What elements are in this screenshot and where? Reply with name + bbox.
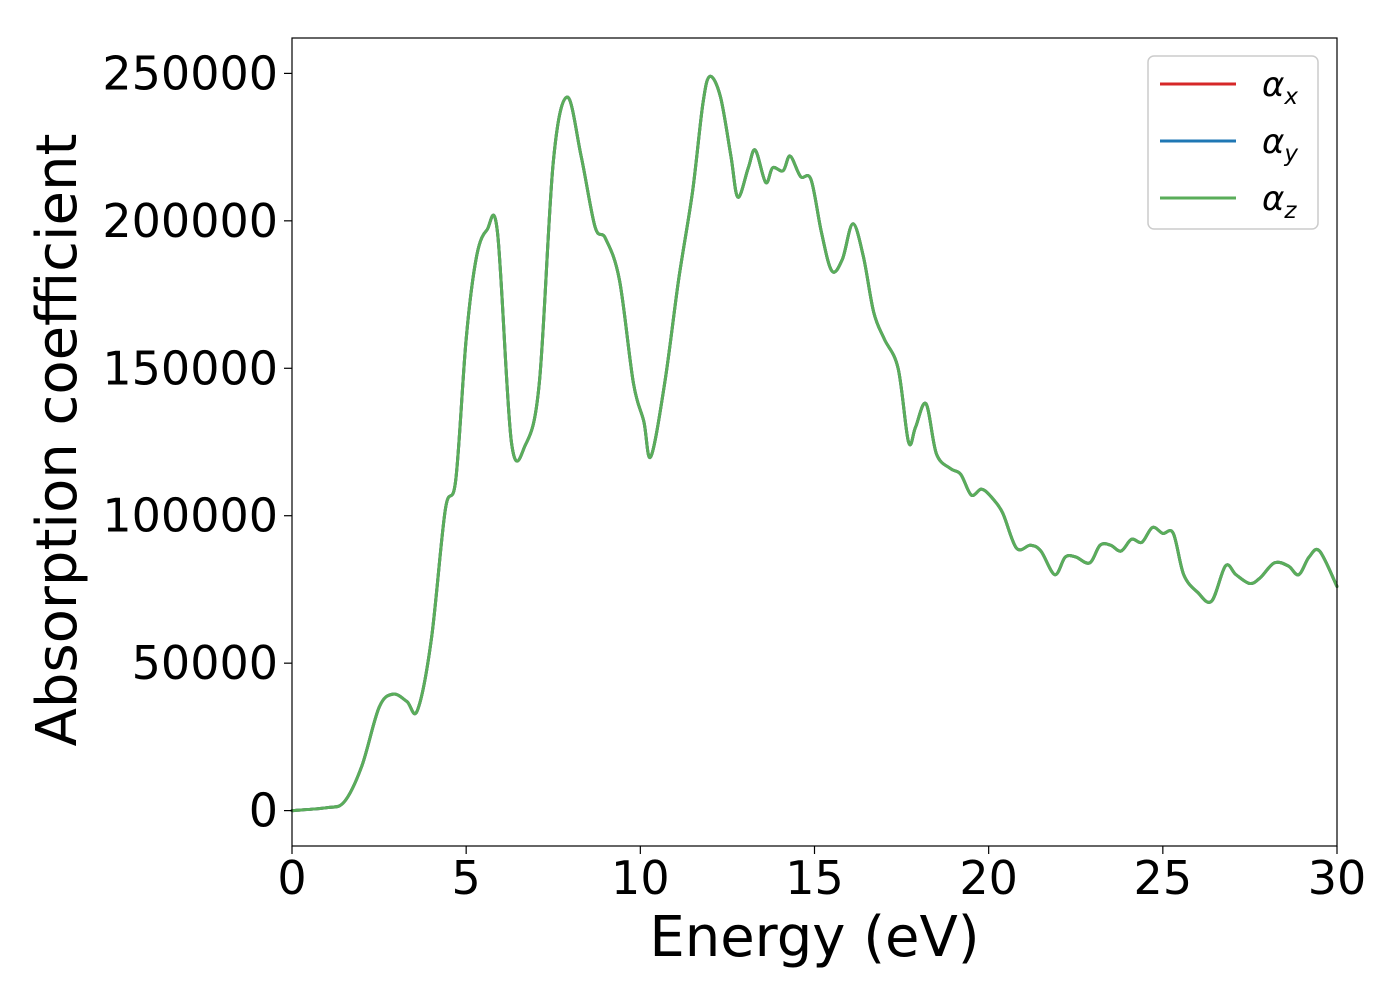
y-tick-label: 50000	[132, 636, 278, 690]
x-axis-title: Energy (eV)	[649, 905, 979, 970]
legend-label-subscript: y	[1283, 141, 1298, 167]
x-axis: 0 5 10 15 20 25 30	[277, 846, 1366, 905]
x-tick-label: 10	[611, 851, 670, 905]
y-tick-label: 200000	[102, 194, 278, 248]
legend-label-x: αx	[1262, 65, 1298, 110]
legend-label-y: αy	[1262, 122, 1298, 167]
series-line-z	[290, 74, 1339, 813]
legend-label-base: α	[1262, 65, 1284, 105]
y-axis: 0 50000 100000 150000 200000 250000	[102, 46, 292, 838]
x-tick-label: 5	[452, 851, 481, 905]
x-tick-label: 15	[785, 851, 844, 905]
legend-label-base: α	[1262, 179, 1284, 219]
legend-label-subscript: x	[1283, 84, 1298, 110]
y-tick-label: 0	[249, 784, 278, 838]
x-tick-label: 20	[959, 851, 1018, 905]
y-axis-title: Absorption coefficient	[25, 134, 90, 747]
legend-label-z: αz	[1262, 179, 1297, 224]
y-tick-label: 100000	[102, 489, 278, 543]
legend-label-subscript: z	[1283, 198, 1297, 224]
x-tick-label: 0	[277, 851, 306, 905]
x-tick-label: 25	[1134, 851, 1193, 905]
y-tick-label: 150000	[102, 341, 278, 395]
x-tick-label: 30	[1308, 851, 1367, 905]
legend-label-base: α	[1262, 122, 1284, 162]
y-tick-label: 250000	[102, 46, 278, 100]
plot-lines	[290, 74, 1339, 813]
